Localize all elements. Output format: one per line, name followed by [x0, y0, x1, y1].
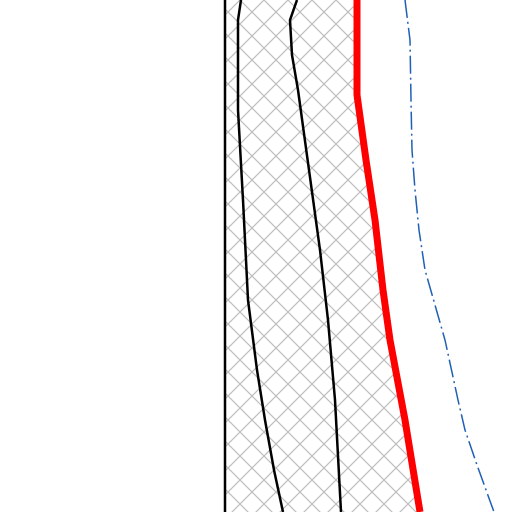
blue-dashdot-line	[404, 0, 495, 512]
red-boundary	[353, 0, 424, 512]
road-edge	[236, 0, 285, 512]
road-edge	[288, 0, 343, 512]
